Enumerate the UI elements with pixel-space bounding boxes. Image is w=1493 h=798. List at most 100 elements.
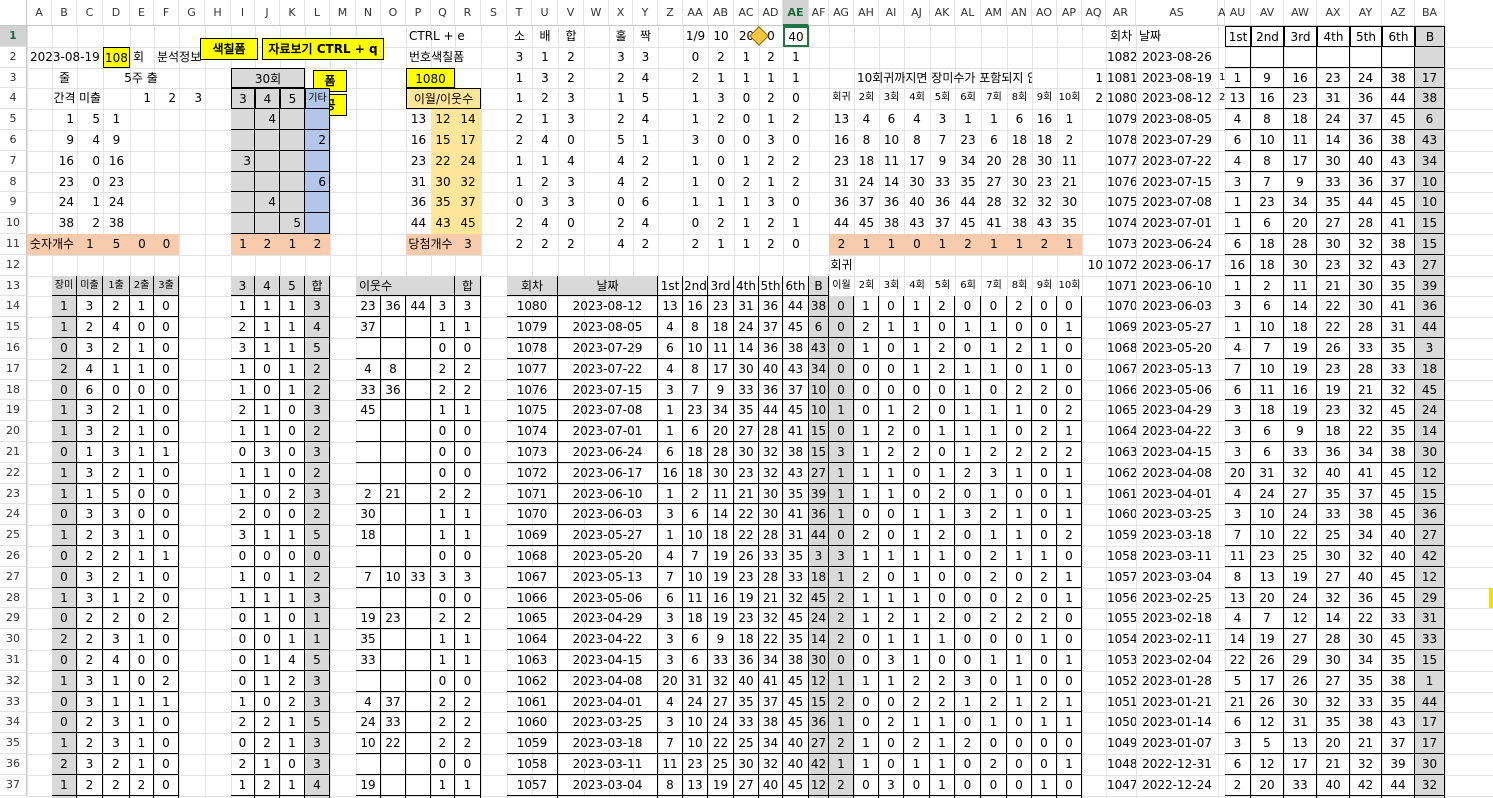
cell[interactable]: 32 — [1317, 587, 1350, 609]
cell[interactable]: 0 — [1007, 483, 1032, 505]
cell[interactable]: 0 — [52, 442, 77, 463]
row-header[interactable]: 4 — [0, 88, 27, 110]
cell[interactable]: 15 — [809, 691, 829, 713]
cell[interactable] — [406, 608, 431, 630]
cell[interactable]: 3 — [305, 754, 330, 775]
cell[interactable]: 41 — [1382, 213, 1415, 234]
cell[interactable]: 1 — [1057, 504, 1082, 526]
cell[interactable]: 2 — [77, 733, 103, 754]
cell[interactable]: 0 — [130, 795, 154, 798]
cell[interactable]: 43 — [1382, 254, 1415, 276]
cell[interactable]: 2 — [541, 174, 549, 189]
cell[interactable]: 22 — [431, 150, 455, 172]
row-header[interactable]: 8 — [0, 171, 27, 193]
column-header[interactable]: AV — [1251, 0, 1284, 26]
cell[interactable] — [356, 442, 381, 463]
cell[interactable]: 3 — [103, 733, 130, 754]
cell[interactable]: 2 — [431, 483, 455, 505]
cell[interactable]: 1 — [792, 49, 800, 64]
cell[interactable]: 10 — [809, 400, 829, 422]
cell[interactable]: 1 — [130, 546, 154, 567]
cell[interactable]: 2023-04-29 — [558, 608, 658, 630]
cell[interactable]: 1 — [1032, 629, 1057, 650]
cell[interactable]: 1 — [930, 234, 955, 255]
cell[interactable]: 2 — [792, 174, 800, 189]
cell[interactable]: 27 — [986, 174, 1002, 189]
cell[interactable]: 1 — [280, 317, 305, 338]
cell[interactable]: 13 — [683, 774, 708, 796]
cell[interactable] — [406, 525, 431, 546]
cell[interactable]: 38 — [108, 216, 125, 231]
cell[interactable]: 0 — [981, 296, 1007, 318]
cell[interactable]: 0 — [1007, 712, 1032, 734]
cell[interactable]: 6 — [683, 421, 708, 442]
cell[interactable]: 31 — [683, 670, 708, 692]
cell[interactable]: 3 — [879, 774, 904, 796]
cell[interactable]: 0 — [904, 462, 930, 484]
data-view-button[interactable]: 자료보기 CTRL + q — [262, 38, 384, 60]
cell[interactable]: 0 — [255, 629, 280, 650]
cell[interactable]: 27 — [1415, 525, 1445, 546]
cell[interactable]: 38 — [1350, 504, 1382, 526]
cell[interactable]: 1/9 — [685, 29, 706, 43]
cell[interactable]: 2023-06-10 — [1142, 278, 1212, 293]
cell[interactable]: 22 — [759, 629, 783, 650]
cell[interactable]: 2 — [515, 112, 524, 127]
cell[interactable]: 17 — [455, 130, 481, 151]
cell[interactable]: 1 — [930, 629, 955, 650]
num-1080-field[interactable]: 1080 — [406, 67, 455, 89]
cell[interactable]: 35 — [1382, 275, 1415, 297]
cell[interactable]: 45 — [356, 400, 381, 422]
cell[interactable]: 3rd — [708, 275, 734, 297]
cell[interactable]: 2023-03-04 — [558, 774, 658, 796]
cell[interactable]: 1 — [541, 153, 549, 168]
cell[interactable]: 36 — [883, 195, 900, 210]
cell[interactable]: 23 — [1251, 546, 1284, 567]
cell[interactable]: 13 — [833, 112, 850, 127]
column-header[interactable]: AO — [1032, 0, 1057, 26]
cell[interactable]: 0 — [515, 195, 524, 210]
cell[interactable]: 15 — [809, 442, 829, 463]
cell[interactable]: 1068 — [1107, 341, 1136, 355]
cell[interactable]: 3 — [305, 296, 330, 318]
cell[interactable]: 1076 — [507, 379, 558, 401]
cell[interactable]: 1 — [742, 70, 751, 85]
cell[interactable]: 1 — [658, 525, 683, 546]
cell[interactable]: 4 — [641, 112, 650, 127]
cell[interactable]: 15 — [1415, 483, 1445, 505]
cell[interactable] — [406, 546, 431, 567]
cell[interactable] — [1415, 46, 1445, 68]
cell[interactable]: 0 — [280, 546, 305, 567]
cell[interactable]: 0 — [1007, 566, 1032, 588]
cell[interactable]: 23 — [734, 608, 759, 630]
row-header[interactable]: 34 — [0, 712, 27, 734]
cell[interactable]: B — [1415, 26, 1445, 47]
cell[interactable]: 0 — [431, 754, 455, 775]
cell[interactable] — [406, 442, 431, 463]
cell[interactable]: 1 — [879, 462, 904, 484]
cell[interactable]: 0 — [981, 629, 1007, 650]
cell[interactable]: 33 — [1382, 358, 1415, 380]
cell[interactable] — [1218, 754, 1225, 775]
cell[interactable]: 1 — [930, 504, 955, 526]
cell[interactable]: 0 — [154, 774, 179, 796]
cell[interactable]: 27 — [809, 733, 829, 754]
cell[interactable]: 2 — [904, 442, 930, 463]
cell[interactable]: 4 — [356, 691, 381, 713]
cell[interactable]: 40 — [1350, 150, 1382, 172]
row-header[interactable]: 16 — [0, 338, 27, 359]
cell[interactable]: 2 — [541, 237, 549, 251]
cell[interactable]: 2 — [567, 70, 575, 85]
cell[interactable]: 27 — [1284, 629, 1317, 650]
cell[interactable]: 11 — [1061, 153, 1078, 168]
cell[interactable]: 10회 — [1058, 279, 1081, 291]
cell[interactable]: 38 — [1382, 67, 1415, 89]
cell[interactable]: 4 — [617, 174, 625, 189]
cell[interactable]: 0 — [52, 566, 77, 588]
cell[interactable]: 3 — [1225, 171, 1251, 193]
cell[interactable]: 3 — [103, 712, 130, 734]
cell[interactable]: 0 — [829, 358, 854, 380]
cell[interactable]: 33 — [708, 650, 734, 671]
cell[interactable] — [356, 754, 381, 775]
cell[interactable]: 2 — [683, 483, 708, 505]
